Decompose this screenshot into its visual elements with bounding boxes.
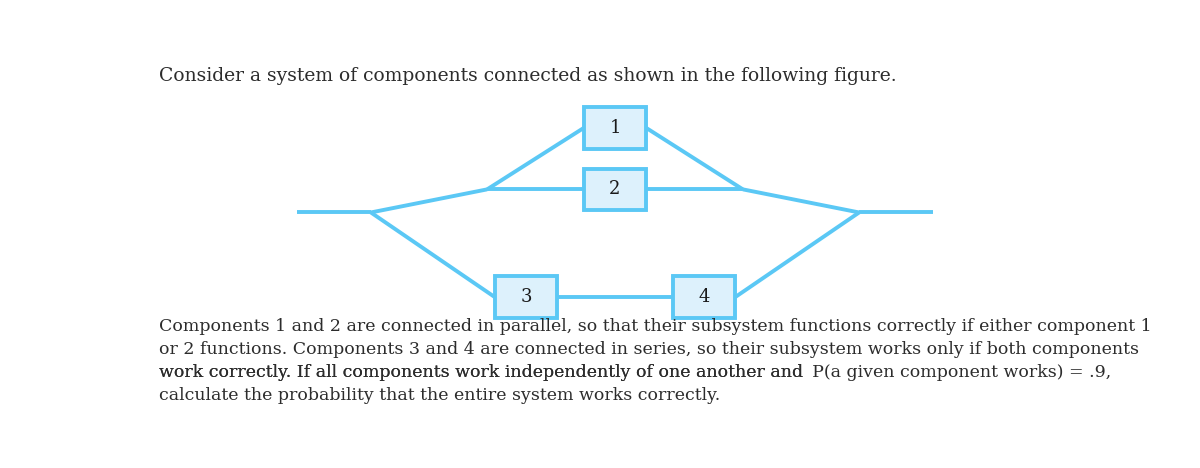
Text: Components 1 and 2 are connected in parallel, so that their subsystem functions : Components 1 and 2 are connected in para… bbox=[160, 318, 1152, 335]
Text: 2: 2 bbox=[610, 180, 620, 198]
FancyBboxPatch shape bbox=[673, 277, 736, 318]
Text: calculate the probability that the entire system works correctly.: calculate the probability that the entir… bbox=[160, 387, 720, 404]
Text: work correctly. If all components work independently of one another and: work correctly. If all components work i… bbox=[160, 364, 809, 381]
Text: work correctly. If all components work independently of one another and  ​P​(a g: work correctly. If all components work i… bbox=[160, 364, 1111, 381]
Text: 4: 4 bbox=[698, 288, 710, 306]
Text: 1: 1 bbox=[610, 119, 620, 137]
FancyBboxPatch shape bbox=[584, 107, 646, 148]
Text: or 2 functions. Components 3 and 4 are connected in series, so their subsystem w: or 2 functions. Components 3 and 4 are c… bbox=[160, 341, 1139, 358]
FancyBboxPatch shape bbox=[584, 168, 646, 210]
Text: Consider a system of components connected as shown in the following figure.: Consider a system of components connecte… bbox=[160, 67, 896, 85]
FancyBboxPatch shape bbox=[494, 277, 557, 318]
Text: 3: 3 bbox=[520, 288, 532, 306]
